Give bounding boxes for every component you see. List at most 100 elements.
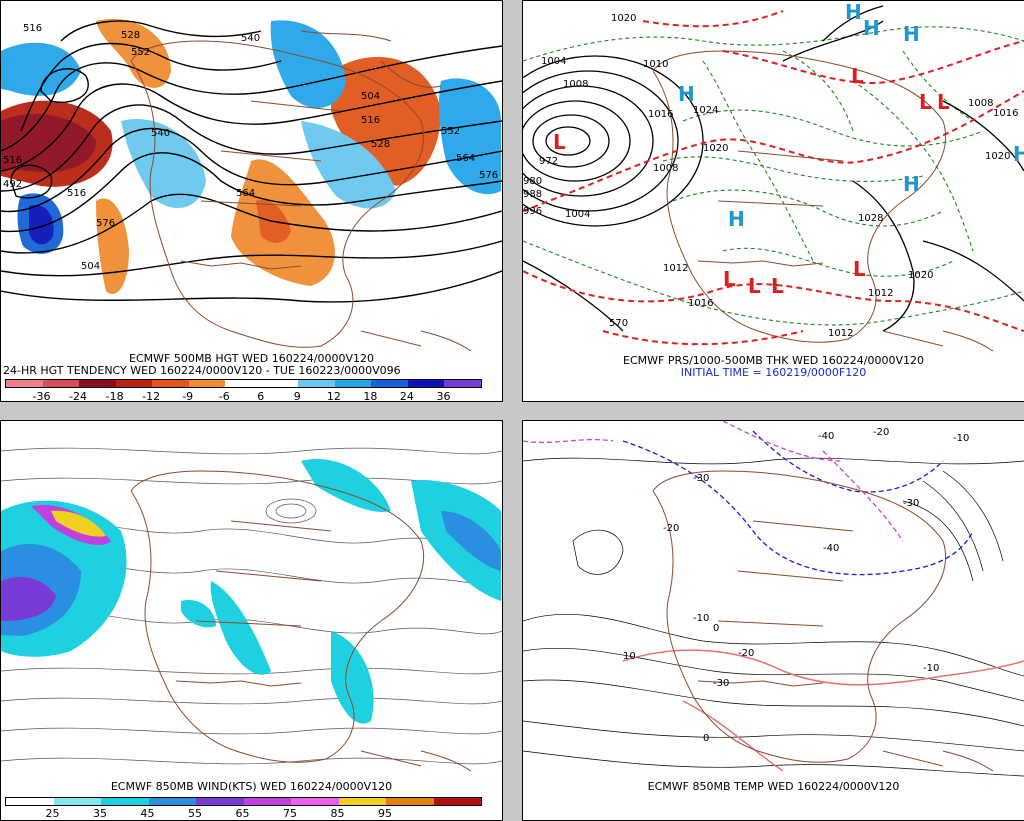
colorbar-swatch	[444, 380, 481, 387]
isobar-label: 972	[539, 156, 558, 167]
isobar-label: 1008	[968, 98, 993, 109]
colorbar-swatch	[298, 380, 335, 387]
contour-label: 528	[371, 139, 390, 150]
isobar-label: 996	[523, 206, 542, 217]
isobar-label: 1008	[563, 79, 588, 90]
caption-pressure: ECMWF PRS/1000-500MB THK WED 160224/0000…	[623, 354, 924, 367]
temp-contour-label: -10	[953, 433, 969, 444]
temp-labels: -40 -30 -20 -10 0 10 -10 -20 -30 -40 -20 -30 -10 0	[623, 427, 969, 744]
isobar-label: 1010	[643, 59, 668, 70]
caption-tendency: 24-HR HGT TENDENCY WED 160224/0000V120 -…	[3, 364, 401, 377]
high-pressure-symbol: H	[1013, 142, 1024, 166]
colorbar-tick-label: -36	[32, 390, 51, 402]
isobar-label: 1024	[693, 105, 718, 116]
colorbar-swatch	[188, 380, 226, 387]
colorbar-tick-label: 75	[283, 807, 297, 820]
colorbar-swatch	[53, 798, 101, 805]
temp-contours-thin	[523, 457, 1024, 777]
contour-label: 564	[456, 153, 475, 164]
colorbar-swatch	[79, 380, 116, 387]
colorbar-swatch	[225, 380, 262, 387]
isobar-label: 1012	[868, 288, 893, 299]
temp-contour-label: -30	[713, 678, 729, 689]
isobar-label: 570	[609, 318, 628, 329]
panel-pressure-thickness: 1020 1004 1008 1010 1016 1020 1024 1008 972 980 98…	[522, 0, 1024, 402]
colorbar-tick-label: 24	[399, 390, 414, 402]
high-pressure-symbol: H	[903, 22, 920, 46]
isobar-label: 1008	[653, 163, 678, 174]
colorbar-swatch	[196, 798, 244, 805]
high-pressure-symbol: H	[728, 207, 745, 231]
tendency-fills	[1, 19, 501, 295]
contour-label: 576	[479, 170, 498, 181]
coastlines	[130, 30, 472, 352]
low-pressure-symbol: L	[851, 64, 864, 88]
coastlines	[652, 470, 994, 772]
colorbar-tick-label: 65	[235, 807, 250, 820]
temp-contour-label: 0	[713, 623, 719, 634]
contour-label: 564	[236, 188, 255, 199]
contour-labels: 516 528 552 540 564 576 504 516 492 504 516 528 552 5…	[3, 23, 498, 272]
colorbar-swatch	[433, 798, 481, 805]
colorbar-swatch	[6, 798, 54, 805]
isobar-label: 1016	[688, 298, 713, 309]
colorbar-tick-label: 85	[330, 807, 345, 820]
colorbar-wind-speed	[5, 797, 482, 806]
temp-contour-label: -10	[693, 613, 709, 624]
isobar-label: 1020	[703, 143, 728, 154]
isobar-label: 1020	[908, 270, 933, 281]
isobar-label: 1004	[541, 56, 566, 67]
contour-label: 540	[241, 33, 260, 44]
isobar-label: 980	[523, 176, 542, 187]
map-500mb-height: 516 528 552 540 564 576 504 516 492 504 516 528 552 5…	[1, 19, 502, 352]
coastlines	[652, 50, 994, 352]
temp-contour-label: -40	[818, 431, 834, 442]
isobar-label: 1020	[985, 151, 1010, 162]
colorbar-swatch	[243, 798, 291, 805]
isobar-label: 1016	[993, 108, 1018, 119]
temp-contour-label: -20	[738, 648, 754, 659]
contour-label: 516	[361, 115, 380, 126]
low-pressure-symbol: L	[748, 274, 761, 298]
colorbar-swatch	[407, 380, 445, 387]
caption-850mb-wind: ECMWF 850MB WIND(KTS) WED 160224/0000V12…	[110, 780, 393, 793]
temp-contour-label: -40	[823, 543, 839, 554]
thickness-contours	[523, 10, 1024, 346]
low-pressure-symbol: L	[553, 130, 566, 154]
colorbar-swatch	[338, 798, 386, 805]
colorbar-tick-label: 9	[293, 390, 301, 402]
isobar-labels: 1020 1004 1008 1010 1016 1020 1024 1008 972 980 98…	[523, 13, 1018, 339]
contour-label: 504	[361, 91, 380, 102]
temp-contours-warm	[622, 649, 1024, 772]
colorbar-swatch	[371, 380, 408, 387]
temp-contour-label: -20	[663, 523, 679, 534]
colorbar-tick-label: -24	[69, 390, 88, 402]
high-pressure-symbol: H	[863, 16, 880, 40]
temp-contour-label: 0	[703, 733, 709, 744]
colorbar-ticks-wind-speed: 25 35 45 55 65 75 85 95	[5, 807, 480, 820]
isobar-label: 1028	[858, 213, 883, 224]
contour-label: 552	[131, 47, 150, 58]
contour-label: 552	[441, 126, 460, 137]
caption-initial-time: INITIAL TIME = 160219/0000F120	[680, 366, 867, 379]
temp-contour-label: -20	[873, 427, 889, 438]
colorbar-swatch	[6, 380, 43, 387]
colorbar-swatch	[115, 380, 153, 387]
map-pressure-thickness: 1020 1004 1008 1010 1016 1020 1024 1008 972 980 98…	[523, 1, 1024, 352]
caption-500mb: ECMWF 500MB HGT WED 160224/0000V120	[129, 352, 374, 365]
colorbar-tick-label: 18	[363, 390, 378, 402]
temp-contours-cold	[523, 421, 974, 576]
low-pressure-symbol: L	[853, 257, 866, 281]
height-contours	[1, 20, 502, 303]
contour-label: 492	[3, 179, 22, 190]
colorbar-swatch	[386, 798, 434, 805]
colorbar-tick-label: -6	[218, 390, 230, 402]
colorbar-swatch	[261, 380, 299, 387]
green-dashed-contours	[523, 26, 1024, 326]
temp-contour-label: -30	[903, 498, 919, 509]
contour-label: 540	[151, 128, 170, 139]
isobar-label: 1012	[663, 263, 688, 274]
colorbar-tendency	[5, 379, 482, 388]
contour-label: 504	[81, 261, 100, 272]
colorbar-tick-label: 45	[140, 807, 155, 820]
